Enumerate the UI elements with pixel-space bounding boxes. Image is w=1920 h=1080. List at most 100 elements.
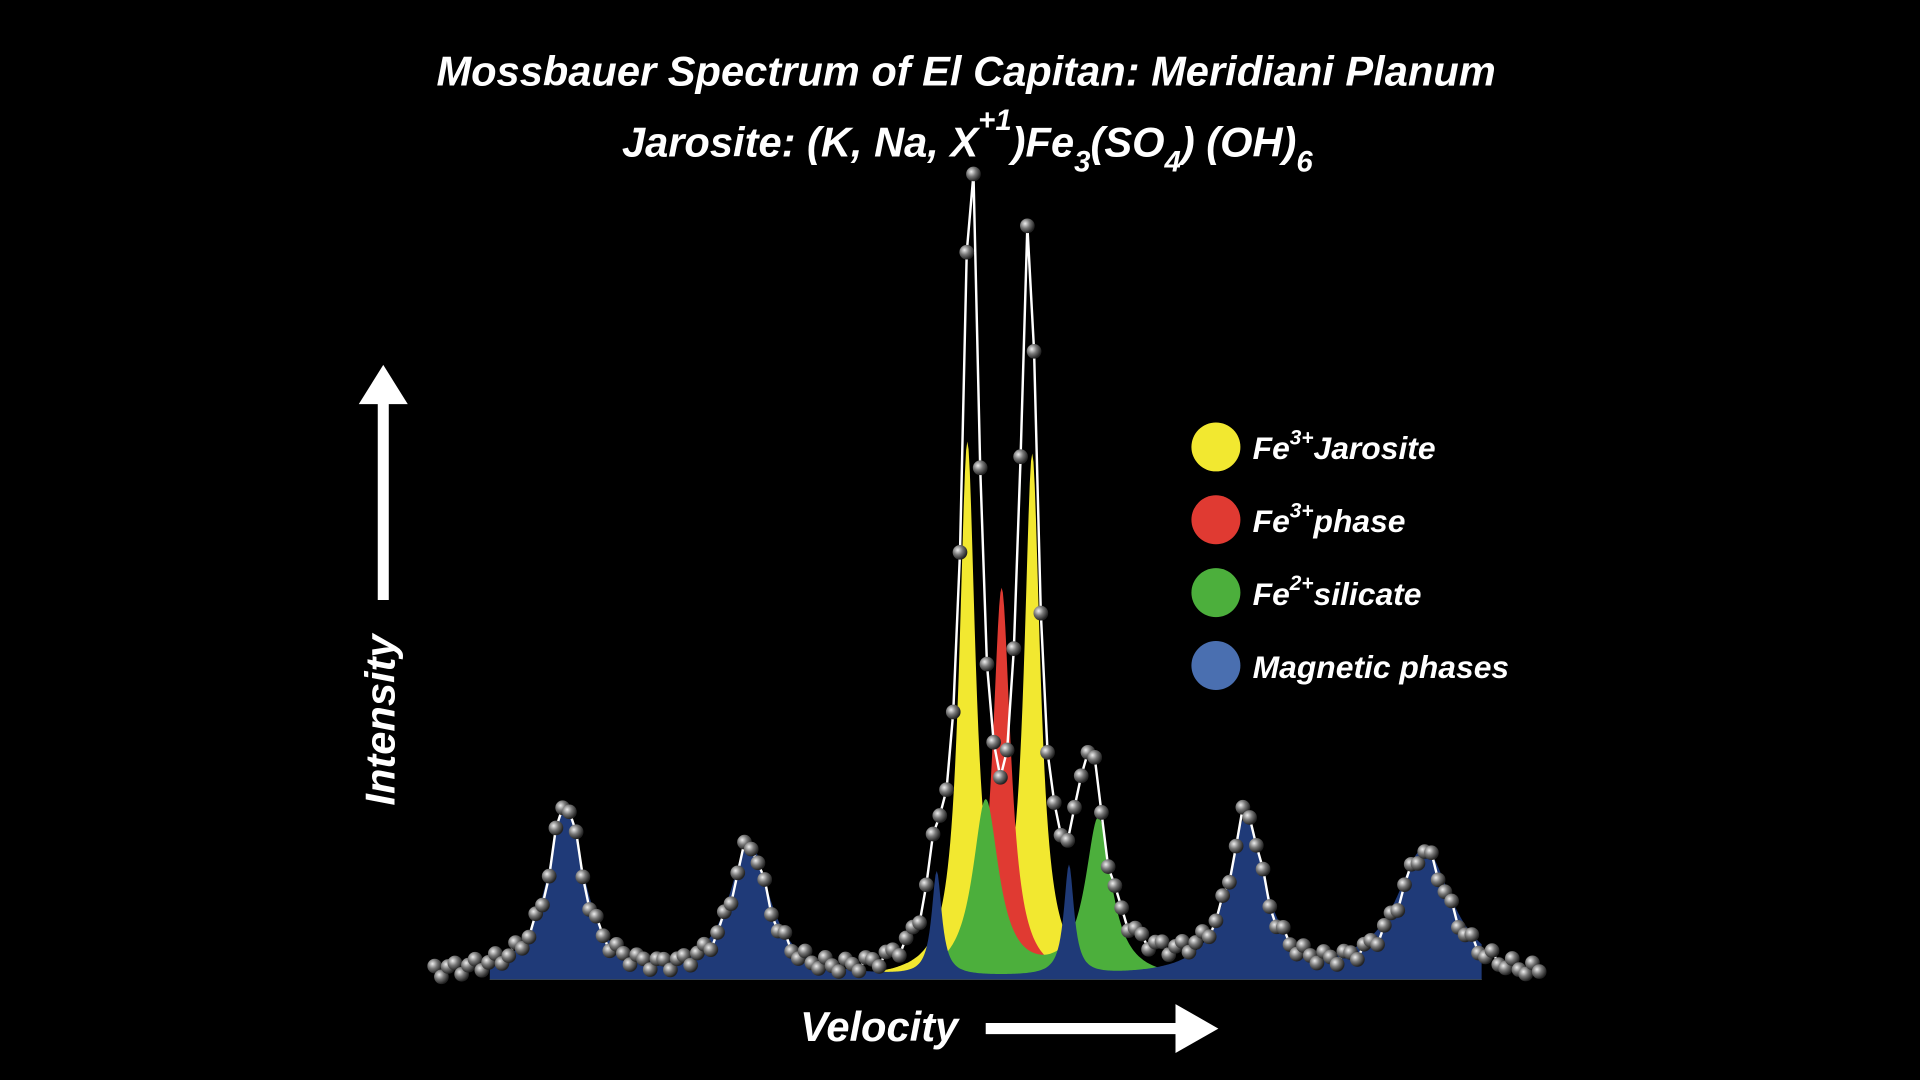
data-point xyxy=(1262,899,1278,914)
data-point xyxy=(1215,888,1230,903)
x-label: Velocity xyxy=(800,1003,960,1050)
data-point xyxy=(986,734,1002,750)
data-point xyxy=(851,963,867,979)
legend-element: Fe xyxy=(1253,503,1290,539)
formula-sub: 6 xyxy=(1296,145,1313,178)
data-point xyxy=(932,808,948,823)
data-point xyxy=(1067,799,1082,815)
data-point xyxy=(1013,449,1028,464)
data-point xyxy=(1060,833,1076,848)
data-point xyxy=(1444,893,1459,909)
legend-text: silicate xyxy=(1314,576,1422,612)
data-point xyxy=(1026,343,1042,359)
legend-swatch xyxy=(1191,495,1241,545)
formula-part: Jarosite: (K, Na, X xyxy=(622,119,980,166)
data-point xyxy=(548,820,564,836)
data-point xyxy=(1410,856,1426,871)
data-point xyxy=(642,962,658,977)
data-point xyxy=(1222,874,1237,890)
data-point xyxy=(1464,927,1480,942)
data-point xyxy=(979,656,995,672)
data-point xyxy=(562,804,577,820)
data-point xyxy=(656,951,672,967)
data-point xyxy=(568,824,584,840)
data-point xyxy=(797,943,813,959)
y-label: Intensity xyxy=(356,633,403,806)
data-point xyxy=(912,915,927,931)
data-point xyxy=(1174,933,1190,949)
formula-part: (SO xyxy=(1090,119,1164,166)
data-point xyxy=(764,907,779,922)
data-point xyxy=(1350,952,1365,967)
data-point xyxy=(1107,878,1123,893)
data-point xyxy=(1531,964,1547,979)
legend-label: Fe3+phase xyxy=(1253,499,1406,539)
data-point xyxy=(1275,919,1291,935)
data-point xyxy=(1100,859,1116,874)
data-point xyxy=(952,544,968,560)
legend-element: Fe xyxy=(1253,576,1290,612)
component-area xyxy=(489,805,1482,980)
data-point xyxy=(1430,872,1446,888)
legend-swatch xyxy=(1191,422,1241,472)
data-point xyxy=(918,877,934,893)
legend-text: Magnetic phases xyxy=(1253,649,1509,685)
data-point xyxy=(1518,966,1534,982)
data-point xyxy=(541,868,557,884)
data-point xyxy=(966,166,981,182)
data-point xyxy=(521,929,537,945)
data-point xyxy=(993,769,1008,785)
component-area xyxy=(489,798,1482,980)
data-point xyxy=(514,940,530,956)
data-point xyxy=(1094,805,1109,820)
data-point xyxy=(1397,877,1412,893)
legend-charge: 3+ xyxy=(1290,426,1314,449)
data-point xyxy=(1370,937,1385,952)
data-point xyxy=(750,855,766,871)
data-point xyxy=(636,951,651,967)
formula-part: ) (OH) xyxy=(1177,119,1297,166)
data-point xyxy=(1228,838,1244,854)
data-point xyxy=(595,928,611,944)
data-point xyxy=(757,872,773,887)
data-point xyxy=(730,865,746,881)
data-point xyxy=(710,925,725,940)
data-point xyxy=(925,826,941,842)
data-point xyxy=(1073,768,1089,784)
data-point xyxy=(447,955,463,971)
data-point xyxy=(427,958,443,974)
data-point xyxy=(898,930,914,946)
data-point xyxy=(683,957,698,973)
formula-part: )Fe xyxy=(1008,119,1074,166)
data-point xyxy=(467,951,483,967)
data-point xyxy=(575,869,591,885)
data-point xyxy=(663,962,678,978)
legend-label: Fe3+Jarosite xyxy=(1253,426,1436,466)
data-point xyxy=(1309,955,1325,971)
data-point xyxy=(831,964,847,979)
data-point xyxy=(1134,926,1150,942)
data-point xyxy=(871,959,887,974)
legend-text: phase xyxy=(1313,503,1406,539)
title: Mossbauer Spectrum of El Capitan: Meridi… xyxy=(436,48,1495,95)
data-point xyxy=(959,244,975,260)
legend-element: Fe xyxy=(1253,430,1290,466)
data-point xyxy=(1424,845,1439,861)
data-point xyxy=(588,908,604,924)
legend-swatch xyxy=(1191,568,1241,618)
formula: Jarosite: (K, Na, X+1)Fe3(SO4) (OH)6 xyxy=(622,104,1313,179)
legend-text: Jarosite xyxy=(1314,430,1436,466)
legend-swatch xyxy=(1191,641,1241,690)
data-point xyxy=(1188,935,1204,950)
data-point xyxy=(999,742,1015,758)
data-point xyxy=(743,841,759,857)
data-point xyxy=(1255,861,1271,877)
data-point xyxy=(723,896,739,912)
legend-label: Magnetic phases xyxy=(1253,649,1509,685)
legend-charge: 3+ xyxy=(1290,499,1314,522)
x-arrowhead xyxy=(1175,1004,1219,1054)
legend: Fe3+JarositeFe3+phaseFe2+silicateMagneti… xyxy=(1191,422,1509,690)
formula-sup: +1 xyxy=(978,104,1012,137)
data-point xyxy=(1504,951,1520,966)
data-point xyxy=(1208,913,1224,929)
